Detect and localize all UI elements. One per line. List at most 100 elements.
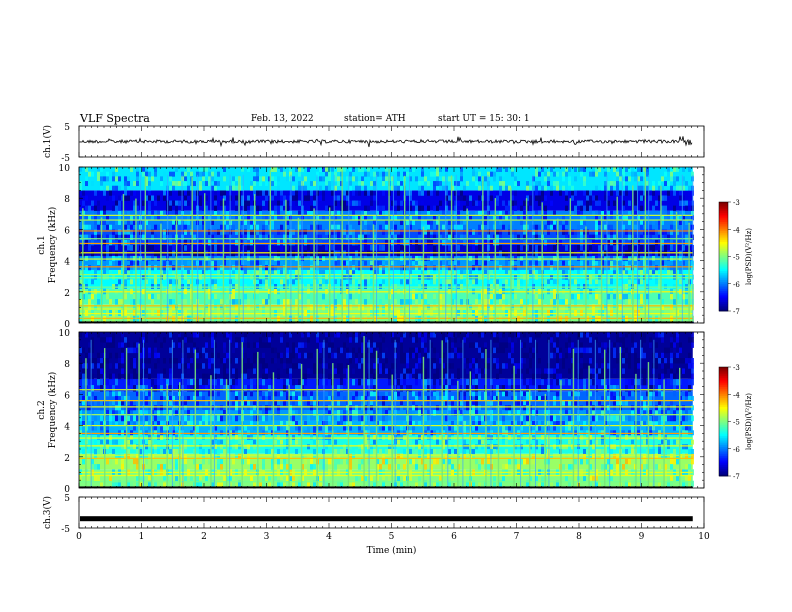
ch1-spectrogram-cell [169,234,172,241]
ch1-spectrogram-cell [226,185,229,191]
ch1-colorbar-step [719,265,728,268]
ch2-spectrogram-cell [298,410,301,416]
ch1-spectrogram-cell [256,255,259,261]
ch1-spectrogram-cell [169,284,172,289]
ch1-spectrogram-cell [595,284,598,289]
ch1-spectrogram-cell [286,200,289,206]
ch1-spectrogram-cell [145,274,148,280]
ch1-spectrogram-cell [589,274,592,280]
ch1-spectrogram-sferic [376,174,378,322]
ch1-spectrogram-cell [295,255,298,261]
ch1-spectrogram-sferic [140,174,142,322]
ch1-spectrogram-cell [223,255,226,261]
ch1-spectrogram-cell [625,215,628,221]
ch2-spectrogram-cell [520,434,523,440]
ch1-spectrogram-cell [451,293,454,300]
ch1-spectrogram-cell [148,265,151,271]
ch1-spectrogram-cell [544,279,547,285]
ch1-spectrogram-cell [661,215,664,221]
ch1-spectrogram-cell [616,171,619,177]
ch1-spectrogram-cell [607,210,610,216]
ch1-spectrogram-cell [244,181,247,187]
ch1-spectrogram-cell [520,245,523,251]
ch1-spectrogram-cell [307,304,310,311]
ch2-spectrogram-cell [676,425,679,431]
ch1-spectrogram-cell [385,181,388,187]
ch1-spectrogram-cell [613,181,616,187]
ch2-spectrogram-cell [229,430,232,436]
ch1-spectrogram-cell [619,239,622,246]
ch1-spectrogram-sferic [100,217,103,322]
ch2-spectrogram-cell [541,420,544,426]
ch1-spectrogram-cell [568,234,571,241]
ch2-spectrogram-cell [664,464,667,470]
ch2-spectrogram-cell [130,439,133,445]
ch1-spectrogram-cell [517,234,520,241]
ch2-spectrogram-cell [94,453,97,460]
ch2-spectrogram-cell [238,410,241,416]
ch2-spectrogram-cell [127,420,130,426]
ch1-spectrogram-cell [199,185,202,191]
ch1-spectrogram-cell [355,293,358,300]
ch1-spectrogram-cell [562,239,565,246]
ch1-colorbar-step [719,236,728,239]
ch2-spectrogram-cell [607,425,610,431]
ch1-spectrogram-cell [400,299,403,305]
start-time-label: start UT = 15: 30: 1 [438,114,530,124]
ch1-spectrogram-cell [634,210,637,216]
ch1-spectrogram-cell [556,171,559,177]
ch1-spectrogram-cell [322,279,325,285]
ch1-spectrogram-cell [622,205,625,211]
ch1-spectrogram-cell [364,260,367,266]
ch1-spectrogram-cell [79,215,82,221]
ch2-spectrogram-cell [277,458,280,465]
ch2-spectrogram-cell [136,453,139,460]
ch2-spectrogram-cell [454,449,457,454]
ch2-spectrogram-cell [367,458,370,465]
ch1-colorbar-step [719,303,728,306]
ch1-spectrogram-cell [211,185,214,191]
ch1-spectrogram-cell [652,245,655,251]
ch2-spectrogram-cell [130,415,133,422]
ch2-spectrogram-cell [151,430,154,436]
ch1-spectrogram-cell [493,239,496,246]
ch2-spectrogram-cell [196,464,199,470]
ch2-spectrogram-cell [349,453,352,460]
ch1-spectrogram-cell [286,210,289,216]
ch2-spectrogram-cell [133,464,136,470]
ch1-spectrogram-cell [127,234,130,241]
ch1-spectrogram-cell [130,190,133,196]
ch1-spectrogram-cell [223,195,226,201]
ch2-spectrogram-cell [529,425,532,431]
ch1-spectrogram-cell [595,269,598,275]
ch2-spectrogram-cell [115,410,118,416]
ch2-spectrogram-cell [388,464,391,470]
ch1-spectrogram-cell [322,284,325,289]
ch2-spectrogram-cell [154,444,157,450]
ch1-spectrogram-cell [598,167,601,172]
ch2-spectrogram-cell [439,434,442,440]
ch1-spectrogram-cell [325,304,328,311]
ch2-spectrogram-cell [382,425,385,431]
ch1-spectrogram-cell [532,265,535,271]
ch1-spectrogram-cell [460,224,463,230]
ch1-spectrogram-cell [172,299,175,305]
ch1-spectrogram-cell [298,224,301,230]
ch1-spectrogram-cell [475,279,478,285]
ch1-spectrogram-cell [433,229,436,235]
ch2-spectrogram-cell [238,434,241,440]
ch1-spectrogram-cell [364,239,367,246]
ch1-spectrogram-cell [469,195,472,201]
ch1-spectrogram-cell [562,215,565,221]
ch2-spectrogram-cell [628,434,631,440]
ch1-spectrogram-cell [658,279,661,285]
ch1-spectrogram-cell [442,293,445,300]
ch1-spectrogram-cell [382,229,385,235]
ch1-spectrogram-cell [175,205,178,211]
ch2-spectrogram-cell [424,425,427,431]
ch2-spectrogram-cell [328,410,331,416]
ch1-spectrogram-cell [559,245,562,251]
ch1-spectrogram-cell [478,265,481,271]
ch1-spectrogram-cell [244,200,247,206]
